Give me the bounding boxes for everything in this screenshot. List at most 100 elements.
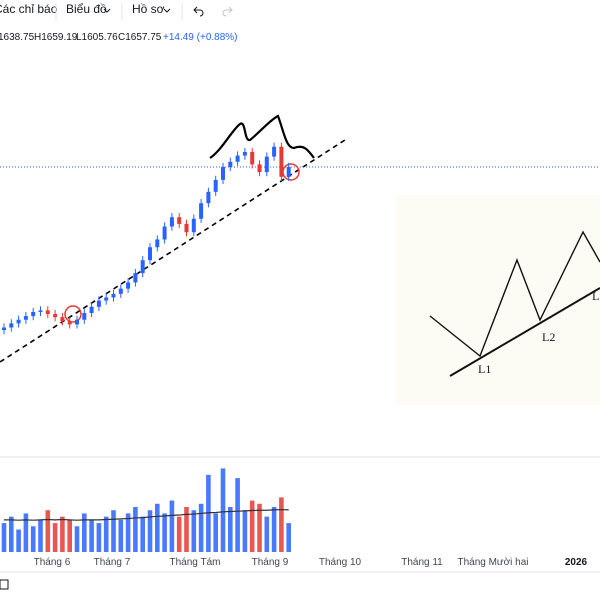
- volume-bar: [169, 500, 175, 552]
- volume-bar: [198, 503, 204, 552]
- dropdown-icon: [103, 8, 111, 13]
- candle-body: [257, 164, 262, 173]
- candle-body: [162, 226, 167, 240]
- volume-bar: [147, 510, 153, 552]
- candle-body: [126, 282, 131, 289]
- candle-body: [89, 306, 94, 313]
- candle-body: [45, 310, 50, 315]
- volume-bar: [271, 507, 277, 552]
- volume-bar: [235, 478, 240, 552]
- volume-bar: [279, 497, 284, 552]
- inset-image: [396, 195, 600, 405]
- volume-bar: [206, 474, 211, 552]
- candle-body: [118, 288, 123, 294]
- candle-body: [2, 327, 6, 331]
- candle-body: [38, 310, 43, 312]
- volume-bar: [118, 519, 124, 552]
- ohlc-close: C1657.75: [118, 32, 162, 43]
- touch-circle: [64, 305, 82, 323]
- volume-bar: [140, 516, 145, 552]
- candle-body: [264, 156, 269, 173]
- candle-body: [184, 223, 189, 233]
- inset-support: [449, 287, 600, 377]
- ohlc-change: +14.49 (+0.88%): [163, 32, 238, 43]
- toolbar-item[interactable]: Biểu đồ: [66, 2, 107, 16]
- volume-bar: [96, 523, 102, 552]
- candle-body: [206, 191, 211, 204]
- candles: [0, 142, 600, 335]
- volume-ma: [4, 508, 289, 521]
- candle-body: [111, 293, 116, 298]
- volume-bar: [264, 516, 270, 552]
- toolbar-item[interactable]: Các chỉ báo: [0, 2, 58, 16]
- x-axis: Tháng 6 Tháng 7 Tháng Tám Tháng 9 Tháng 10 Th…: [34, 557, 588, 568]
- volume-bar: [286, 523, 291, 552]
- candle-body: [133, 273, 138, 283]
- volume-bar: [82, 513, 87, 552]
- volume-bar: [220, 468, 226, 552]
- candle-body: [104, 297, 109, 301]
- volume-bar: [111, 510, 116, 552]
- candle-body: [213, 179, 218, 192]
- x-tick-label: Tháng 7: [94, 557, 131, 568]
- candle-body: [140, 260, 145, 274]
- x-tick-label: Tháng 6: [34, 557, 71, 568]
- volume-bar: [9, 516, 14, 552]
- volume-bar: [184, 507, 189, 552]
- calendar-icon[interactable]: [0, 579, 9, 590]
- volume-bar: [16, 529, 21, 552]
- candle-body: [279, 146, 284, 177]
- volume-pane: [1, 468, 291, 552]
- volume-bar: [162, 513, 167, 552]
- x-tick-label: Tháng 9: [252, 557, 289, 568]
- dropdown-icon: [163, 8, 171, 13]
- candle-body: [67, 321, 72, 325]
- candle-body: [228, 161, 233, 167]
- inset-label: L: [592, 289, 599, 303]
- candle-body: [177, 217, 182, 224]
- redo-icon[interactable]: [222, 6, 233, 17]
- volume-bar: [89, 519, 94, 552]
- volume-bar: [249, 500, 255, 552]
- candle-body: [60, 317, 65, 322]
- volume-bar: [228, 507, 233, 552]
- candle-body: [250, 151, 255, 165]
- inset-label: L1: [478, 362, 491, 376]
- volume-bar: [213, 513, 218, 552]
- volume-bar: [176, 516, 182, 552]
- volume-bar: [1, 523, 7, 552]
- volume-bar: [103, 516, 109, 552]
- candle-body: [9, 323, 14, 328]
- x-tick-label: Tháng 11: [401, 557, 443, 568]
- volume-bar: [67, 519, 72, 552]
- candle-body: [96, 300, 101, 307]
- candle-body: [286, 166, 291, 177]
- candle-body: [235, 155, 240, 162]
- ohlc-low: L1605.76: [76, 32, 118, 43]
- candle-body: [23, 316, 28, 320]
- inset-pattern: [429, 230, 600, 358]
- toolbar-item[interactable]: Hồ sơ: [132, 2, 165, 16]
- volume-bar: [242, 510, 248, 552]
- candle-body: [242, 151, 247, 156]
- volume-bar: [45, 510, 51, 552]
- volume-bar: [74, 526, 80, 552]
- volume-bar: [191, 510, 197, 552]
- candle-body: [272, 146, 277, 157]
- volume-bar: [23, 513, 29, 552]
- inset-label: L2: [542, 330, 555, 344]
- volume-bar: [52, 523, 58, 552]
- ohlc-open: 1638.75: [0, 32, 35, 43]
- candle-body: [199, 203, 204, 219]
- x-tick-label: Tháng Mười hai: [457, 557, 528, 568]
- candle-body: [16, 319, 21, 324]
- ohlc-high: H1659.19: [34, 32, 78, 43]
- hand-drawn-pattern: [209, 114, 315, 159]
- volume-bar: [60, 516, 65, 552]
- candle-body: [82, 313, 87, 320]
- undo-icon[interactable]: [193, 6, 204, 17]
- candle-body: [191, 218, 196, 233]
- volume-bar: [30, 526, 36, 552]
